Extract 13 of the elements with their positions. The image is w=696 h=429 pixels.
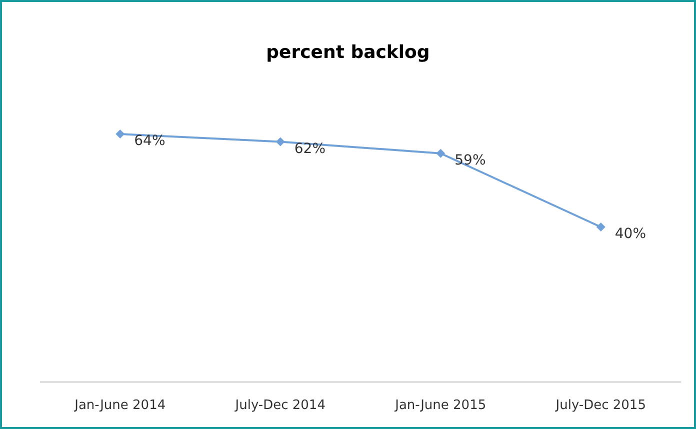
data-label: 62% — [294, 140, 326, 157]
data-label: 59% — [454, 152, 486, 168]
chart-title: percent backlog — [265, 42, 431, 63]
point — [116, 130, 125, 138]
point — [276, 137, 285, 146]
data-label: 64% — [134, 133, 166, 149]
data-label: 40% — [614, 226, 646, 242]
x-tick-label: July-Dec 2015 — [554, 398, 646, 414]
point — [596, 222, 606, 232]
x-tick-label: Jan-June 2015 — [394, 398, 486, 414]
x-tick-label: July-Dec 2014 — [234, 398, 326, 414]
point — [436, 148, 446, 158]
x-tick-label: Jan-June 2014 — [74, 398, 166, 414]
